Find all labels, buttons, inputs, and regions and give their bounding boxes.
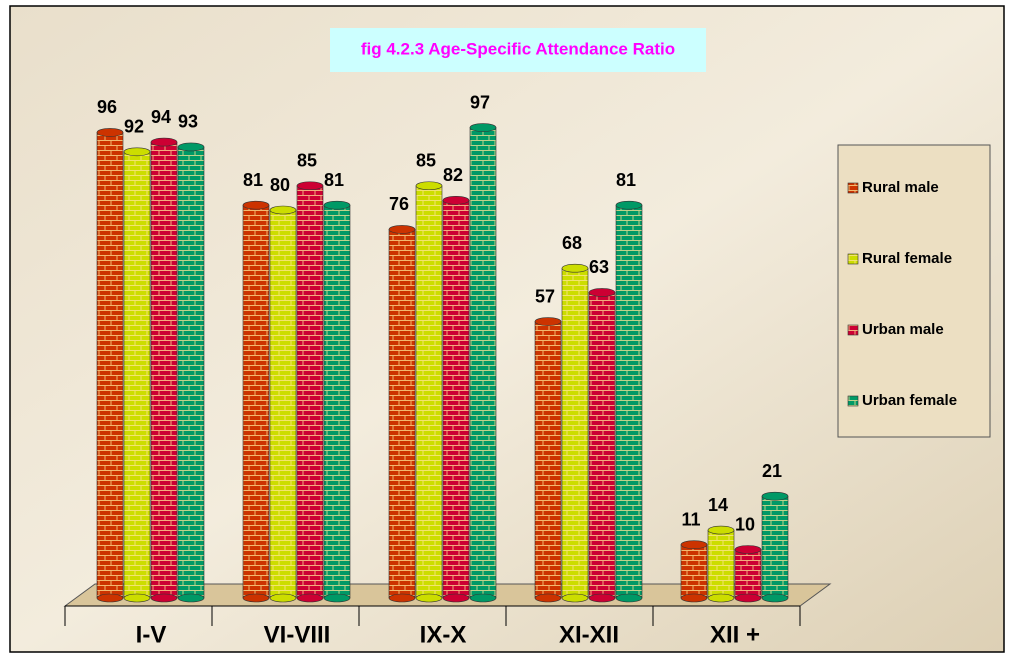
legend-label: Urban male	[862, 321, 944, 338]
bar-cap	[680, 540, 708, 549]
bar-cap	[388, 225, 416, 234]
data-label: 80	[270, 175, 290, 195]
bar-cap	[415, 181, 443, 191]
bar-cap	[442, 196, 470, 205]
data-label: 97	[470, 92, 490, 112]
bar	[150, 141, 178, 599]
data-label: 11	[681, 509, 700, 529]
data-label: 81	[324, 170, 344, 190]
chart-title: fig 4.2.3 Age-Specific Attendance Ratio	[361, 39, 675, 58]
legend-label: Urban female	[862, 392, 957, 409]
bar-base	[707, 593, 735, 603]
bar-base	[442, 593, 470, 603]
data-label: 93	[178, 112, 198, 132]
bar-cap	[707, 525, 735, 535]
bar	[561, 267, 589, 599]
legend-swatch	[847, 182, 859, 194]
bar-base	[96, 593, 124, 603]
legend-label: Rural female	[862, 250, 952, 267]
data-label: 96	[97, 97, 117, 117]
data-label: 81	[243, 170, 263, 190]
bar-cap	[242, 200, 270, 210]
bar-cap	[734, 545, 762, 554]
bar-base	[242, 593, 270, 603]
x-tick-label: I-V	[136, 621, 167, 648]
bar	[761, 495, 789, 599]
bar	[442, 200, 470, 599]
bar-cap	[615, 200, 643, 210]
bar-cap	[96, 128, 124, 137]
bar-base	[296, 593, 324, 603]
bar-base	[323, 593, 351, 603]
bar	[734, 549, 762, 599]
bar	[680, 544, 708, 599]
bar	[323, 204, 351, 599]
title-box	[330, 28, 706, 72]
bar	[177, 146, 205, 599]
bar	[707, 529, 735, 599]
bar	[588, 292, 616, 599]
bar	[96, 132, 124, 599]
bar	[388, 229, 416, 599]
bar-base	[177, 593, 205, 603]
legend-swatch	[847, 324, 859, 336]
bar	[469, 127, 497, 599]
bar-cap	[150, 137, 178, 147]
bar-cap	[761, 491, 789, 501]
bar	[123, 151, 151, 599]
bar-cap	[534, 317, 562, 326]
data-label: 68	[562, 233, 582, 253]
bar-cap	[469, 123, 497, 132]
data-label: 82	[443, 165, 463, 185]
bar	[415, 185, 443, 599]
x-tick-label: XI-XII	[559, 621, 619, 648]
bar-cap	[177, 142, 205, 152]
data-label: 92	[124, 117, 144, 137]
bar-base	[269, 593, 297, 603]
data-label: 21	[762, 461, 782, 481]
bar-base	[469, 593, 497, 603]
bar-base	[415, 593, 443, 603]
bar-cap	[323, 200, 351, 210]
bar-base	[680, 593, 708, 603]
bar-base	[615, 593, 643, 603]
x-tick-label: IX-X	[420, 621, 467, 648]
legend-box	[837, 144, 991, 438]
bar-base	[123, 593, 151, 603]
data-label: 14	[708, 495, 728, 515]
bar-cap	[588, 288, 616, 297]
bar	[242, 204, 270, 599]
data-label: 10	[735, 514, 755, 534]
bar	[269, 209, 297, 599]
bar	[534, 321, 562, 599]
legend-swatch	[847, 395, 859, 407]
bar-cap	[123, 147, 151, 157]
bar-base	[588, 593, 616, 603]
data-label: 81	[616, 170, 636, 190]
bar	[615, 204, 643, 599]
x-tick-label: VI-VIII	[264, 621, 331, 648]
bar-cap	[561, 263, 589, 273]
bar-base	[534, 593, 562, 603]
data-label: 63	[589, 257, 609, 277]
bar-cap	[296, 181, 324, 191]
data-label: 85	[297, 151, 317, 171]
x-tick-label: XII +	[710, 621, 760, 648]
bar-base	[561, 593, 589, 603]
data-label: 76	[389, 194, 409, 214]
data-label: 94	[151, 107, 171, 127]
data-label: 57	[535, 286, 555, 306]
data-label: 85	[416, 151, 436, 171]
bar-base	[150, 593, 178, 603]
bar-base	[388, 593, 416, 603]
bar-base	[761, 593, 789, 603]
legend-swatch	[847, 253, 859, 265]
legend-label: Rural male	[862, 179, 939, 196]
bar-cap	[269, 205, 297, 215]
bar-base	[734, 593, 762, 603]
bar	[296, 185, 324, 599]
